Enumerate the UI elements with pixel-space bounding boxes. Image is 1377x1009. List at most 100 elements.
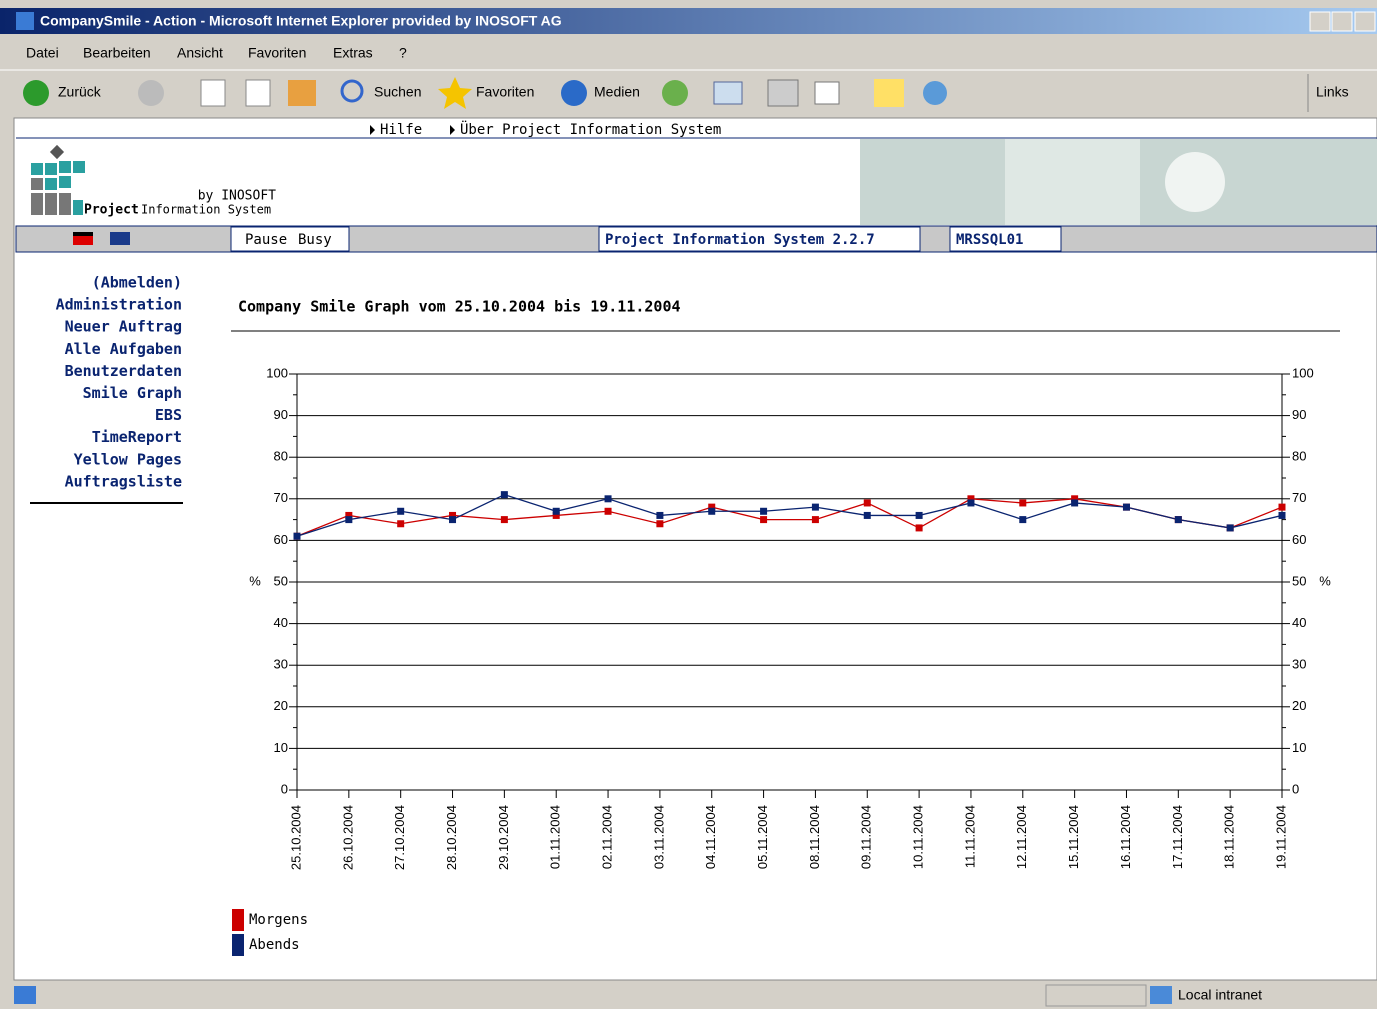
flag-de xyxy=(73,232,93,236)
y2-tick-label: 30 xyxy=(1292,657,1306,672)
flag-uk[interactable] xyxy=(110,232,130,245)
point xyxy=(1019,499,1026,506)
favorites-icon[interactable] xyxy=(438,77,472,109)
y2-tick-label: 90 xyxy=(1292,407,1306,422)
zone-icon xyxy=(1150,986,1172,1004)
stop-icon[interactable] xyxy=(201,80,225,106)
x-tick-label: 04.11.2004 xyxy=(703,805,718,869)
pause-button[interactable]: Pause xyxy=(245,232,287,248)
page-icon xyxy=(14,986,36,1004)
nav-link[interactable]: Smile Graph xyxy=(83,384,182,402)
point xyxy=(656,512,663,519)
y-tick-label: 80 xyxy=(274,449,288,464)
point xyxy=(1071,499,1078,506)
x-tick-label: 09.11.2004 xyxy=(859,805,874,869)
y2-tick-label: 60 xyxy=(1292,532,1306,547)
server-label: MRSSQL01 xyxy=(956,232,1023,248)
x-tick-label: 19.11.2004 xyxy=(1273,805,1288,869)
links-button[interactable]: Links xyxy=(1316,84,1349,100)
menu-item[interactable]: Bearbeiten xyxy=(83,45,151,61)
y-tick-label: 90 xyxy=(274,407,288,422)
back-button[interactable]: Zurück xyxy=(58,84,102,100)
point xyxy=(760,508,767,515)
x-tick-label: 25.10.2004 xyxy=(288,805,303,870)
note-icon[interactable] xyxy=(874,79,904,107)
point xyxy=(397,520,404,527)
messenger-icon[interactable] xyxy=(923,81,947,105)
y-tick-label: 20 xyxy=(274,698,288,713)
nav-link[interactable]: TimeReport xyxy=(92,428,182,446)
nav-link[interactable]: Administration xyxy=(56,296,182,314)
search-icon[interactable] xyxy=(342,81,362,101)
print-icon[interactable] xyxy=(768,80,798,106)
point xyxy=(294,533,301,540)
y-axis-label: % xyxy=(249,573,261,588)
menu-item[interactable]: Datei xyxy=(26,45,59,61)
y-tick-label: 10 xyxy=(274,740,288,755)
busy-button[interactable]: Busy xyxy=(298,232,332,248)
favorites-button[interactable]: Favoriten xyxy=(476,84,534,100)
y2-tick-label: 70 xyxy=(1292,490,1306,505)
point xyxy=(501,491,508,498)
history-icon[interactable] xyxy=(662,80,688,106)
search-button[interactable]: Suchen xyxy=(374,84,421,100)
point xyxy=(553,508,560,515)
logo-project: Project xyxy=(84,203,139,218)
point xyxy=(1279,504,1286,511)
edit-icon[interactable] xyxy=(815,82,839,104)
home-icon[interactable] xyxy=(288,80,316,106)
media-icon[interactable] xyxy=(561,80,587,106)
menu-item[interactable]: Favoriten xyxy=(248,45,306,61)
maximize[interactable] xyxy=(1332,12,1352,31)
point xyxy=(501,516,508,523)
point xyxy=(967,499,974,506)
y2-tick-label: 0 xyxy=(1292,781,1299,796)
y-tick-label: 0 xyxy=(281,781,288,796)
x-tick-label: 02.11.2004 xyxy=(599,805,614,869)
media-button[interactable]: Medien xyxy=(594,84,640,100)
mail-icon[interactable] xyxy=(714,82,742,104)
ie-icon xyxy=(16,12,34,30)
minimize[interactable] xyxy=(1310,12,1330,31)
nav-link[interactable]: Benutzerdaten xyxy=(65,362,182,380)
point xyxy=(760,516,767,523)
nav-link[interactable]: EBS xyxy=(155,406,182,424)
point xyxy=(864,499,871,506)
window-title: CompanySmile - Action - Microsoft Intern… xyxy=(40,13,562,29)
point xyxy=(345,516,352,523)
help-link[interactable]: Hilfe xyxy=(380,122,422,138)
x-tick-label: 29.10.2004 xyxy=(496,805,511,870)
y2-tick-label: 50 xyxy=(1292,573,1306,588)
y-tick-label: 70 xyxy=(274,490,288,505)
nav-link[interactable]: Yellow Pages xyxy=(74,450,182,468)
menu-item[interactable]: Extras xyxy=(333,45,373,61)
x-tick-label: 08.11.2004 xyxy=(807,805,822,869)
point xyxy=(1019,516,1026,523)
nav-link[interactable]: Auftragsliste xyxy=(65,472,182,490)
refresh-icon[interactable] xyxy=(246,80,270,106)
point xyxy=(1123,504,1130,511)
point xyxy=(864,512,871,519)
y2-tick-label: 40 xyxy=(1292,615,1306,630)
close[interactable] xyxy=(1355,12,1375,31)
legend-label: Abends xyxy=(249,937,300,953)
header-photo xyxy=(1165,152,1225,212)
about-link[interactable]: Über Project Information System xyxy=(460,120,721,138)
y-tick-label: 100 xyxy=(266,365,288,380)
point xyxy=(397,508,404,515)
y2-tick-label: 80 xyxy=(1292,449,1306,464)
menu-item[interactable]: Ansicht xyxy=(177,45,223,61)
point xyxy=(605,508,612,515)
menu-item[interactable]: ? xyxy=(399,45,407,61)
product-label: Project Information System 2.2.7 xyxy=(605,232,875,248)
nav-link[interactable]: Neuer Auftrag xyxy=(65,318,182,336)
point xyxy=(812,516,819,523)
x-tick-label: 10.11.2004 xyxy=(911,805,926,869)
x-tick-label: 27.10.2004 xyxy=(392,805,407,870)
forward-icon[interactable] xyxy=(138,80,164,106)
back-icon[interactable] xyxy=(23,80,49,106)
nav-link[interactable]: Alle Aufgaben xyxy=(65,340,182,358)
nav-link[interactable]: (Abmelden) xyxy=(92,274,182,292)
y-tick-label: 50 xyxy=(274,573,288,588)
x-tick-label: 11.11.2004 xyxy=(962,805,977,868)
